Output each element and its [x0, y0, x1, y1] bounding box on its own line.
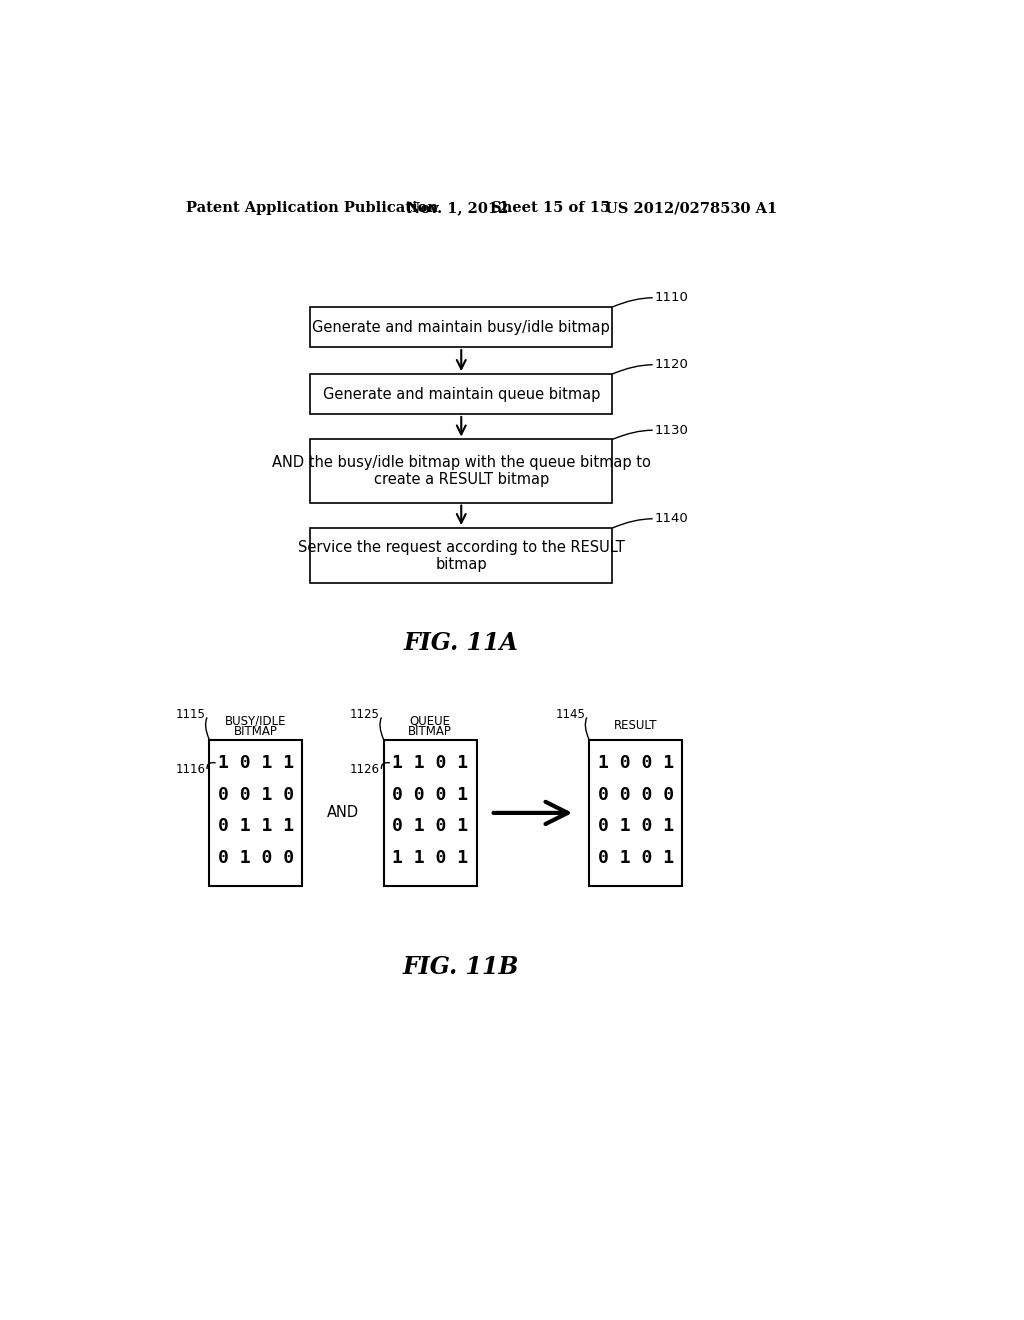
- Text: 1115: 1115: [176, 708, 206, 721]
- Text: 0 1 1 1: 0 1 1 1: [218, 817, 294, 836]
- Text: Patent Application Publication: Patent Application Publication: [186, 202, 438, 215]
- FancyBboxPatch shape: [310, 528, 612, 583]
- Text: FIG. 11A: FIG. 11A: [403, 631, 519, 656]
- Text: 0 1 0 1: 0 1 0 1: [598, 817, 674, 836]
- FancyBboxPatch shape: [384, 739, 477, 886]
- FancyBboxPatch shape: [310, 440, 612, 503]
- Text: 0 1 0 0: 0 1 0 0: [218, 849, 294, 867]
- Text: BITMAP: BITMAP: [409, 725, 453, 738]
- Text: RESULT: RESULT: [613, 719, 657, 733]
- Text: Sheet 15 of 15: Sheet 15 of 15: [490, 202, 610, 215]
- Text: 0 1 0 1: 0 1 0 1: [392, 817, 468, 836]
- Text: 1125: 1125: [350, 708, 380, 721]
- Text: 1 1 0 1: 1 1 0 1: [392, 849, 468, 867]
- Text: 1 1 0 1: 1 1 0 1: [392, 754, 468, 772]
- Text: 1140: 1140: [654, 512, 688, 525]
- Text: BITMAP: BITMAP: [233, 725, 278, 738]
- Text: 1120: 1120: [654, 358, 688, 371]
- Text: Service the request according to the RESULT
bitmap: Service the request according to the RES…: [298, 540, 625, 572]
- Text: 1116: 1116: [175, 763, 206, 776]
- Text: QUEUE: QUEUE: [410, 714, 451, 727]
- FancyBboxPatch shape: [310, 308, 612, 347]
- Text: 1 0 0 1: 1 0 0 1: [598, 754, 674, 772]
- Text: FIG. 11B: FIG. 11B: [403, 954, 519, 979]
- Text: 1130: 1130: [654, 424, 688, 437]
- FancyBboxPatch shape: [589, 739, 682, 886]
- FancyBboxPatch shape: [310, 374, 612, 414]
- Text: Generate and maintain queue bitmap: Generate and maintain queue bitmap: [323, 387, 600, 401]
- Text: US 2012/0278530 A1: US 2012/0278530 A1: [604, 202, 777, 215]
- FancyBboxPatch shape: [209, 739, 302, 886]
- Text: 1126: 1126: [350, 763, 380, 776]
- Text: 0 0 0 1: 0 0 0 1: [392, 785, 468, 804]
- Text: 1 0 1 1: 1 0 1 1: [218, 754, 294, 772]
- Text: 1145: 1145: [555, 708, 586, 721]
- Text: Generate and maintain busy/idle bitmap: Generate and maintain busy/idle bitmap: [312, 319, 610, 334]
- Text: BUSY/IDLE: BUSY/IDLE: [225, 714, 287, 727]
- Text: 1110: 1110: [654, 292, 688, 305]
- Text: 0 0 1 0: 0 0 1 0: [218, 785, 294, 804]
- Text: 0 0 0 0: 0 0 0 0: [598, 785, 674, 804]
- Text: AND: AND: [327, 805, 359, 821]
- Text: AND the busy/idle bitmap with the queue bitmap to
create a RESULT bitmap: AND the busy/idle bitmap with the queue …: [271, 455, 650, 487]
- Text: 0 1 0 1: 0 1 0 1: [598, 849, 674, 867]
- Text: Nov. 1, 2012: Nov. 1, 2012: [407, 202, 508, 215]
